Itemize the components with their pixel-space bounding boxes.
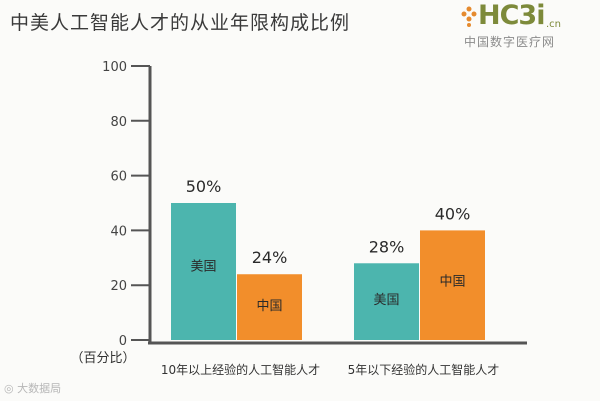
category-label: 5年以下经验的人工智能人才 [348,362,500,377]
bar-series-label: 中国 [439,275,465,290]
watermark-text: 大数据局 [17,382,62,395]
bar-value-label: 24% [252,248,288,267]
bar-value-label: 28% [369,237,405,256]
y-tick-label: 0 [119,334,127,349]
bar-series-label: 中国 [256,299,282,314]
logo-name: HC3i [478,0,545,31]
logo-mark-icon [461,6,477,27]
bar-value-label: 40% [435,204,471,223]
y-tick-label: 40 [110,224,127,239]
y-tick-label: 100 [102,60,127,75]
y-axis-label: （百分比） [70,351,135,366]
logo-suffix: .cn [545,19,561,30]
bar [420,230,485,340]
category-label: 10年以上经验的人工智能人才 [161,362,320,377]
bar [354,263,419,340]
hc3i-logo: HC3i .cn 中国数字医疗网 [460,0,588,52]
bar [237,274,302,340]
y-tick-label: 20 [110,279,127,294]
y-tick-label: 60 [110,170,127,185]
chart-title: 中美人工智能人才的从业年限构成比例 [10,12,351,34]
logo-subtitle: 中国数字医疗网 [464,35,556,49]
bar-value-label: 50% [186,177,222,196]
y-tick-label: 80 [110,115,127,130]
watermark-logo-icon: ◎ [4,382,18,395]
watermark: ◎ 大数据局 [4,380,61,396]
bar-series-label: 美国 [190,260,216,275]
bar-series-label: 美国 [373,293,399,308]
bar [171,203,236,340]
